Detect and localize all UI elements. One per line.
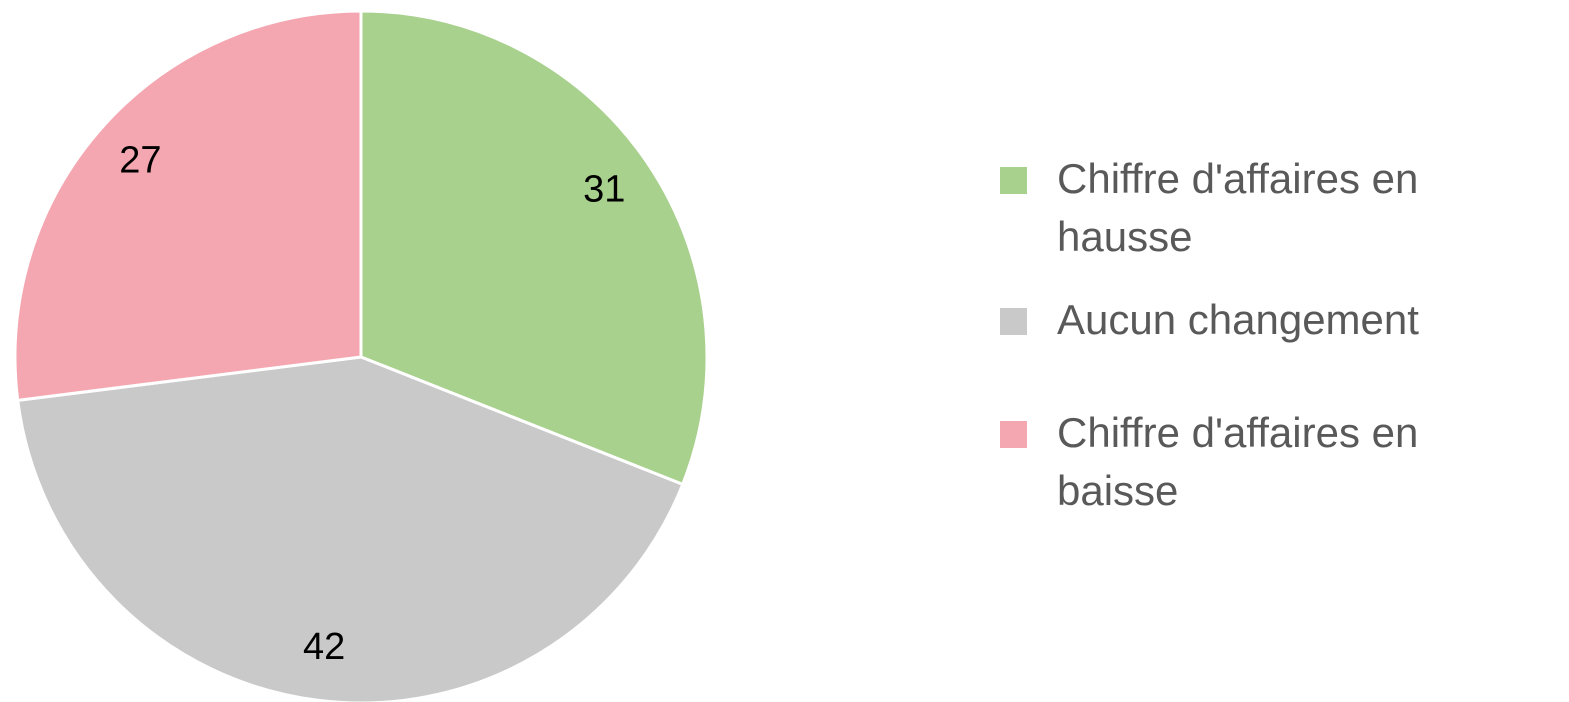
- data-label: 31: [583, 169, 625, 211]
- legend-item: Aucun changement: [1000, 291, 1517, 349]
- legend-swatch: [1000, 421, 1027, 448]
- data-label: 42: [303, 626, 345, 668]
- pie-slice: [13, 9, 363, 403]
- pie-slice: [16, 355, 685, 702]
- legend-item: Chiffre d'affaires en hausse: [1000, 150, 1517, 266]
- legend-label: Chiffre d'affaires en hausse: [1057, 155, 1419, 260]
- legend-swatch: [1000, 167, 1027, 194]
- data-label: 27: [119, 140, 161, 182]
- legend-label: Chiffre d'affaires en baisse: [1057, 409, 1419, 514]
- legend-label: Aucun changement: [1057, 296, 1419, 343]
- chart: 31 42 27: [13, 9, 709, 702]
- legend: Chiffre d'affaires en hausse Aucun change…: [1000, 150, 1517, 520]
- legend-swatch: [1000, 308, 1027, 335]
- legend-item: Chiffre d'affaires en baisse: [1000, 404, 1517, 520]
- pie-slice: [359, 9, 709, 487]
